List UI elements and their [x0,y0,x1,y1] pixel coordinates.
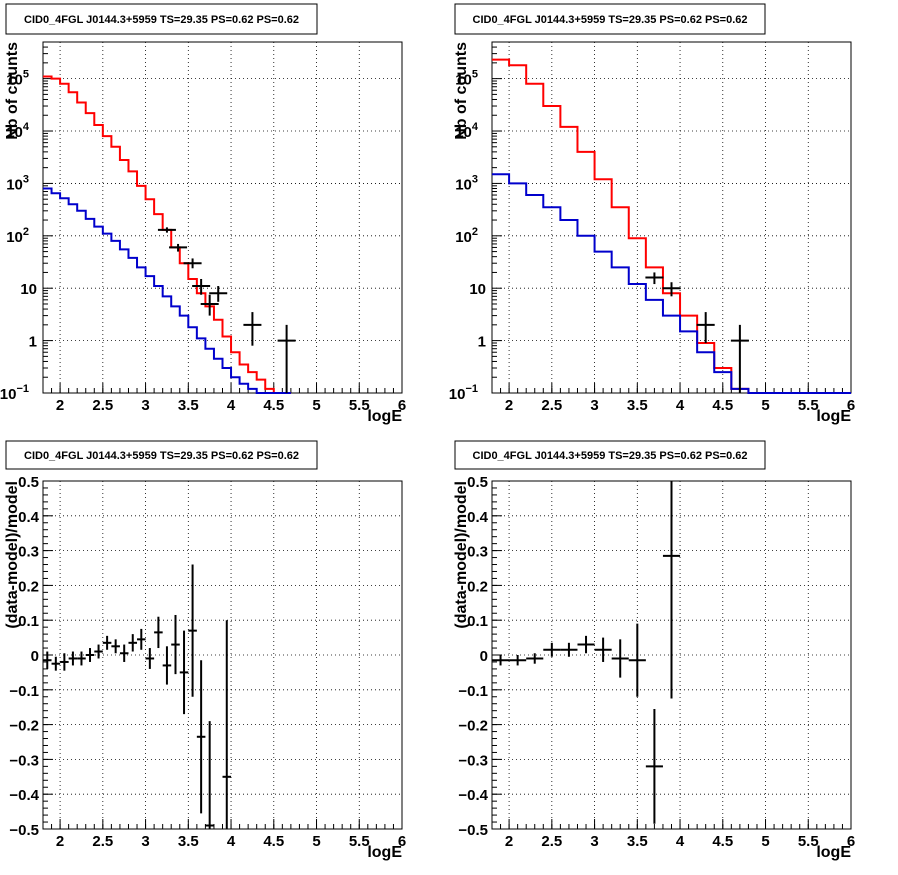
y-tick-label: 103 [6,173,29,193]
y-tick-label: −0.1 [9,683,39,700]
x-axis-label: logE [367,408,402,425]
x-tick-label: 2 [56,397,64,414]
x-tick-label: 6 [398,833,406,850]
x-tick-label: 2.5 [541,833,562,850]
y-tick-label: 0.5 [467,474,488,491]
plot-frame [491,41,852,394]
y-tick-label: 0.5 [18,474,39,491]
y-tick-label: 0.3 [467,544,488,561]
y-tick-label: 1 [478,334,486,351]
y-tick-label: 103 [455,173,478,193]
title-box [454,3,766,35]
y-tick-label: −0.4 [458,787,488,804]
x-tick-label: 3.5 [178,833,199,850]
x-tick-label: 3 [141,397,149,414]
x-tick-label: 3 [141,833,149,850]
x-tick-label: 5 [312,397,320,414]
x-axis-label: logE [816,408,851,425]
counts-panel-right: CID0_4FGL J0144.3+5959 TS=29.35 PS=0.62 … [449,3,855,425]
plot-title: CID0_4FGL J0144.3+5959 TS=29.35 PS=0.62 … [24,450,299,462]
x-tick-label: 5.5 [349,397,370,414]
x-tick-label: 3 [590,397,598,414]
y-tick-label: 0.1 [467,613,488,630]
y-tick-label: 105 [455,69,478,89]
x-tick-label: 4.5 [263,397,284,414]
x-tick-label: 2.5 [541,397,562,414]
x-tick-label: 3.5 [627,397,648,414]
x-tick-label: 2.5 [92,833,113,850]
y-tick-label: 10 [20,281,37,298]
x-axis-label: logE [816,844,851,861]
residual-panel-right: CID0_4FGL J0144.3+5959 TS=29.35 PS=0.62 … [453,440,855,861]
model-histogram [43,75,291,394]
y-tick-label: 105 [6,69,29,89]
x-tick-label: 3.5 [178,397,199,414]
y-tick-label: 0.4 [467,509,489,526]
x-tick-label: 5.5 [349,833,370,850]
counts-panel-left: CID0_4FGL J0144.3+5959 TS=29.35 PS=0.62 … [0,3,406,425]
residual-panel-left: CID0_4FGL J0144.3+5959 TS=29.35 PS=0.62 … [4,440,406,861]
y-tick-label: 10−1 [0,383,29,403]
x-tick-label: 2 [505,397,513,414]
title-box [5,3,318,35]
title-box [454,440,766,470]
y-tick-label: 10 [469,281,486,298]
y-tick-label: 0 [31,648,39,665]
y-tick-label: −0.5 [9,822,39,839]
background-histogram [492,173,851,394]
x-tick-label: 4 [676,397,685,414]
x-tick-label: 4.5 [712,833,733,850]
x-tick-label: 2 [505,833,513,850]
y-tick-label: 102 [6,226,29,246]
y-tick-label: −0.3 [458,752,488,769]
y-tick-label: −0.2 [9,718,39,735]
x-tick-label: 4 [676,833,685,850]
model-histogram [492,58,851,394]
title-box [5,440,318,470]
plot-frame [42,41,403,394]
x-tick-label: 5 [761,397,769,414]
x-tick-label: 5.5 [798,397,819,414]
x-tick-label: 3.5 [627,833,648,850]
y-tick-label: 10−1 [449,383,478,403]
y-tick-label: −0.3 [9,752,39,769]
y-tick-label: 1 [29,334,37,351]
y-axis-label: (data-model)/model [4,481,21,629]
y-tick-label: 0.4 [18,509,40,526]
y-tick-label: −0.2 [458,718,488,735]
y-axis-label: Nb of counts [453,42,470,140]
y-axis-label: Nb of counts [4,42,21,140]
y-tick-label: 104 [6,121,30,141]
y-tick-label: 0 [480,648,488,665]
background-histogram [43,187,291,394]
y-tick-label: 0.1 [18,613,39,630]
x-tick-label: 4 [227,397,236,414]
x-tick-label: 2 [56,833,64,850]
x-tick-label: 4.5 [712,397,733,414]
x-tick-label: 5 [312,833,320,850]
y-axis-label: (data-model)/model [453,481,470,629]
y-tick-label: −0.4 [9,787,39,804]
x-tick-label: 4 [227,833,236,850]
x-tick-label: 6 [398,397,406,414]
plot-title: CID0_4FGL J0144.3+5959 TS=29.35 PS=0.62 … [473,14,748,26]
x-tick-label: 5 [761,833,769,850]
y-tick-label: 0.2 [467,578,488,595]
x-tick-label: 6 [847,833,855,850]
y-tick-label: 102 [455,226,478,246]
x-axis-label: logE [367,844,402,861]
plot-title: CID0_4FGL J0144.3+5959 TS=29.35 PS=0.62 … [473,450,748,462]
x-tick-label: 2.5 [92,397,113,414]
plot-title: CID0_4FGL J0144.3+5959 TS=29.35 PS=0.62 … [24,14,299,26]
y-tick-label: −0.5 [458,822,488,839]
y-tick-label: 0.2 [18,578,39,595]
x-tick-label: 4.5 [263,833,284,850]
y-tick-label: 0.3 [18,544,39,561]
x-tick-label: 5.5 [798,833,819,850]
y-tick-label: −0.1 [458,683,488,700]
y-tick-label: 104 [455,121,479,141]
x-tick-label: 3 [590,833,598,850]
x-tick-label: 6 [847,397,855,414]
